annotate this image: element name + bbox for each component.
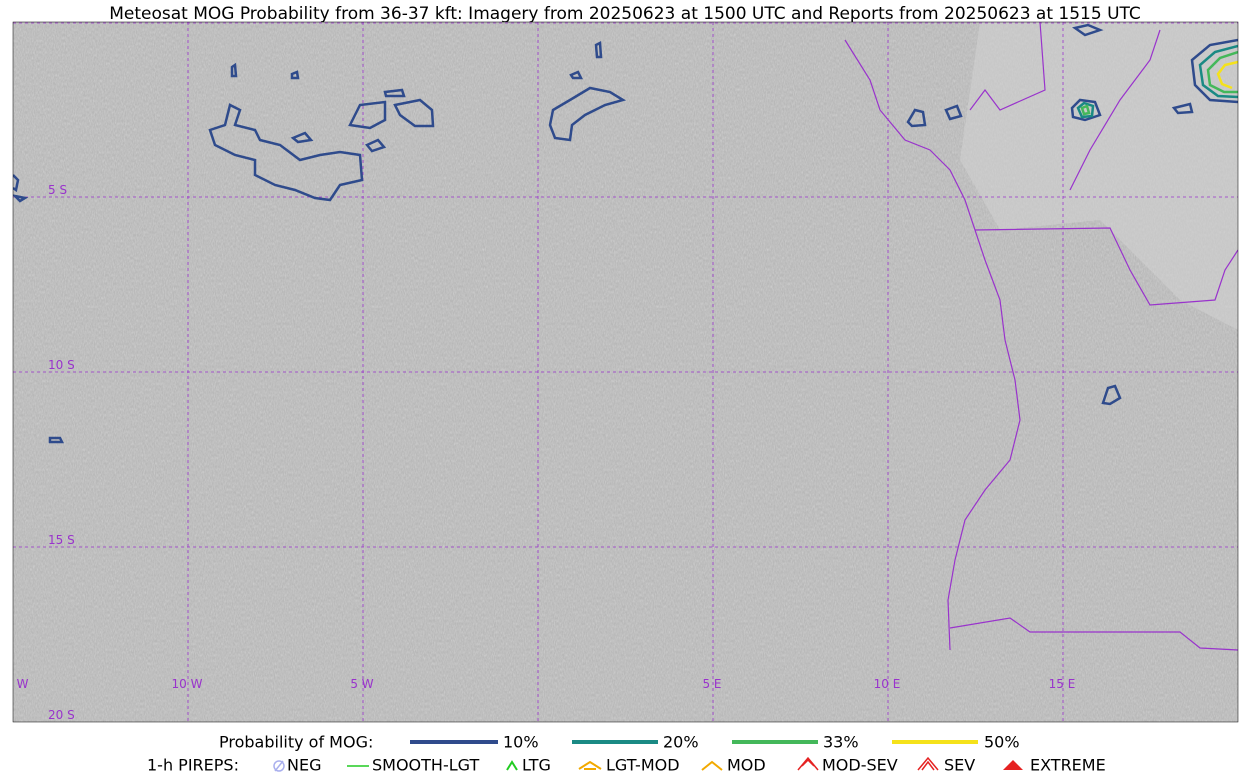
legend-label: LGT-MOD	[606, 756, 680, 775]
legend-label: SEV	[944, 756, 975, 775]
legend-title: 1-h PIREPS:	[147, 756, 239, 775]
lon-label: 15 E	[1049, 677, 1076, 691]
lat-label: 5 S	[48, 183, 67, 197]
lon-label: 10 W	[172, 677, 203, 691]
lon-label: 5 E	[702, 677, 721, 691]
legend-icon	[273, 760, 285, 772]
legend-icon	[797, 756, 819, 771]
grid	[13, 22, 1238, 722]
title: Meteosat MOG Probability from 36-37 kft:…	[109, 4, 1141, 24]
legend-label: SMOOTH-LGT	[372, 756, 479, 775]
map: 5 S 10 S 15 S 20 S 15 W 10 W 5 W 5 E 10 …	[0, 22, 1238, 722]
legend-icon	[701, 760, 723, 771]
map-frame	[12, 21, 1239, 723]
legend-icon	[917, 756, 939, 771]
legend-label: 10%	[503, 733, 539, 752]
lon-label: 15 W	[0, 677, 29, 691]
lon-label: 5 W	[350, 677, 373, 691]
legend-label: NEG	[287, 756, 321, 775]
lat-label: 15 S	[48, 533, 75, 547]
legend-label: MOD	[727, 756, 766, 775]
coastline	[844, 22, 1238, 651]
lat-label: 10 S	[48, 358, 75, 372]
legend-probability: Probability of MOG: 10% 20% 33% 50%	[219, 733, 1020, 752]
legend-label: MOD-SEV	[822, 756, 898, 775]
legend-title: Probability of MOG:	[219, 733, 373, 752]
legend-label: 20%	[663, 733, 699, 752]
legend-pireps: 1-h PIREPS: NEG SMOOTH-LGT LTG LGT-MOD M…	[147, 756, 1106, 775]
lat-label: 20 S	[48, 708, 75, 722]
legend-label: 33%	[823, 733, 859, 752]
lon-label: 10 E	[874, 677, 901, 691]
legend-icon	[1003, 760, 1023, 770]
legend-label: 50%	[984, 733, 1020, 752]
legend-icon	[506, 760, 518, 771]
legend-label: LTG	[522, 756, 551, 775]
legend-icon	[578, 760, 602, 770]
cloud-region	[960, 22, 1238, 330]
mog-contours	[13, 23, 1238, 444]
legend-label: EXTREME	[1030, 756, 1106, 775]
